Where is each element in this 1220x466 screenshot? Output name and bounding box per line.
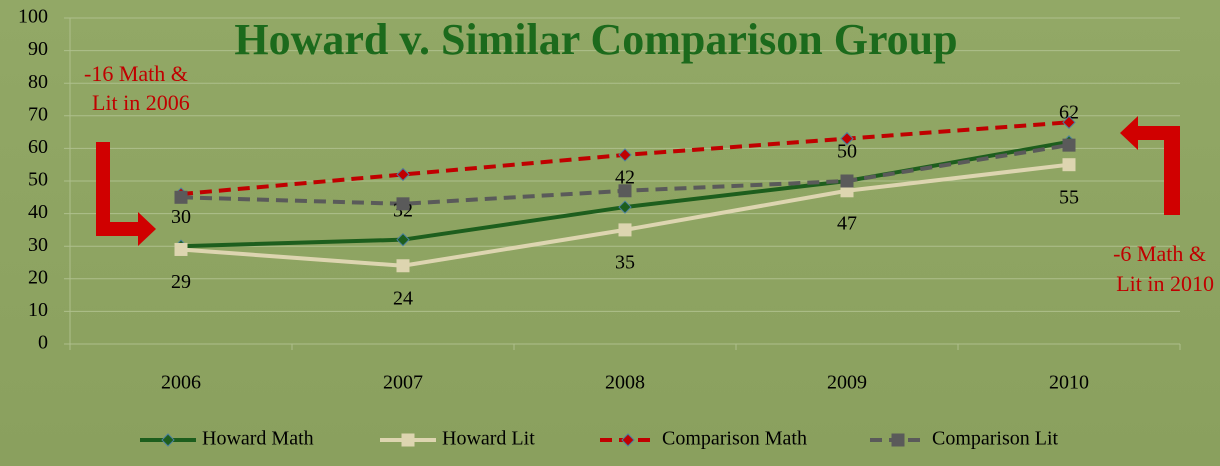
arrow-right bbox=[1120, 116, 1180, 215]
marker bbox=[396, 232, 410, 247]
marker bbox=[401, 433, 415, 447]
marker bbox=[621, 433, 635, 447]
annotation: Lit in 2010 bbox=[1116, 271, 1214, 296]
marker bbox=[1062, 115, 1076, 130]
x-tick-label: 2007 bbox=[383, 372, 423, 394]
x-tick-label: 2009 bbox=[827, 372, 867, 394]
chart-title: Howard v. Similar Comparison Group bbox=[234, 15, 957, 64]
data-label: 47 bbox=[837, 212, 857, 234]
y-tick-label: 70 bbox=[28, 103, 48, 125]
marker bbox=[891, 433, 905, 447]
y-tick-label: 90 bbox=[28, 38, 48, 60]
y-tick-label: 40 bbox=[28, 201, 48, 223]
y-tick-label: 80 bbox=[28, 71, 48, 93]
y-tick-label: 0 bbox=[38, 332, 48, 354]
marker bbox=[618, 148, 632, 162]
marker bbox=[840, 131, 854, 146]
y-tick-label: 60 bbox=[28, 136, 48, 158]
data-label: 50 bbox=[837, 141, 857, 163]
marker bbox=[396, 167, 410, 182]
annotation: Lit in 2006 bbox=[92, 90, 190, 115]
marker bbox=[174, 190, 188, 204]
marker bbox=[161, 433, 175, 447]
marker bbox=[618, 200, 632, 214]
data-label: 62 bbox=[1059, 101, 1079, 123]
annotation: -16 Math & bbox=[84, 61, 188, 86]
data-label: 55 bbox=[1059, 186, 1079, 208]
y-tick-label: 10 bbox=[28, 299, 48, 321]
legend-label: Howard Lit bbox=[442, 428, 535, 450]
x-tick-label: 2006 bbox=[161, 372, 201, 394]
legend-label: Comparison Math bbox=[662, 428, 807, 450]
y-tick-label: 100 bbox=[18, 6, 48, 28]
annotation: -6 Math & bbox=[1113, 241, 1206, 266]
data-label: 30 bbox=[171, 206, 191, 228]
data-label: 24 bbox=[393, 287, 413, 309]
x-tick-label: 2010 bbox=[1049, 372, 1089, 394]
marker bbox=[618, 184, 632, 198]
marker bbox=[1062, 138, 1076, 152]
legend-label: Howard Math bbox=[202, 428, 314, 450]
legend-label: Comparison Lit bbox=[932, 428, 1059, 450]
marker bbox=[174, 242, 188, 256]
marker bbox=[396, 259, 410, 273]
y-tick-label: 50 bbox=[28, 169, 48, 191]
marker bbox=[618, 223, 632, 237]
data-label: 42 bbox=[615, 167, 635, 189]
y-tick-label: 30 bbox=[28, 234, 48, 256]
marker bbox=[840, 174, 854, 188]
plot bbox=[64, 17, 1181, 350]
marker bbox=[1062, 158, 1076, 172]
x-tick-label: 2008 bbox=[605, 372, 645, 394]
data-label: 35 bbox=[615, 251, 635, 273]
data-label: 29 bbox=[171, 271, 191, 293]
y-tick-label: 20 bbox=[28, 266, 48, 288]
arrow-left bbox=[96, 142, 156, 246]
marker bbox=[396, 197, 410, 211]
